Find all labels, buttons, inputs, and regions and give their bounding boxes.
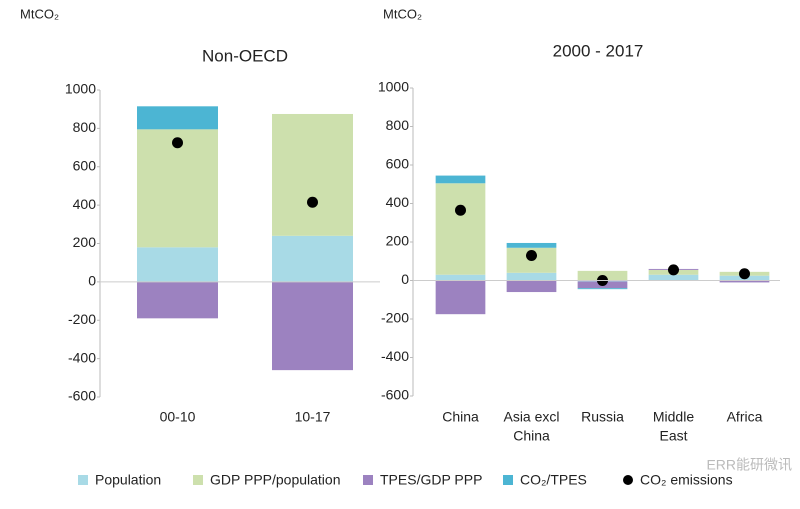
- y-tick-label: 800: [73, 119, 97, 135]
- x-tick-label: China: [513, 428, 550, 444]
- y-tick-label: -600: [68, 388, 96, 404]
- bar-segment: [435, 183, 486, 275]
- y-tick-label: 0: [401, 271, 409, 287]
- bar-segment: [272, 113, 353, 236]
- bar-segment: [506, 242, 557, 248]
- x-tick-label: China: [442, 409, 479, 425]
- emission-dot: [526, 249, 537, 261]
- y-tick-label: 600: [386, 156, 410, 172]
- y-tick-label: 1000: [378, 79, 409, 95]
- x-tick-label: 00-10: [160, 409, 196, 425]
- legend-label: GDP PPP/population: [210, 472, 341, 488]
- legend-label: Population: [95, 472, 161, 488]
- legend-marker: [363, 475, 373, 485]
- legend-label: CO₂ emissions: [640, 472, 733, 488]
- x-tick-label: Africa: [727, 409, 763, 425]
- x-tick-label: 10-17: [295, 409, 331, 425]
- x-tick-label: Middle: [653, 409, 694, 425]
- emission-dot: [739, 268, 750, 280]
- legend-marker: [193, 475, 203, 485]
- bar-segment: [435, 175, 486, 184]
- x-tick-label: East: [659, 428, 687, 444]
- bar-segment: [272, 281, 353, 371]
- bar-segment: [137, 106, 218, 130]
- bar-segment: [506, 280, 557, 293]
- y-tick-label: 400: [386, 194, 410, 210]
- bar-segment: [137, 247, 218, 282]
- watermark: ERR能研微讯: [706, 457, 792, 473]
- panel-title: Non-OECD: [202, 46, 288, 65]
- y-tick-label: -400: [68, 349, 96, 365]
- y-axis-label: MtCO₂: [383, 6, 422, 21]
- bar-segment: [577, 288, 628, 290]
- legend-label: TPES/GDP PPP: [380, 472, 482, 488]
- legend-label: CO₂/TPES: [520, 472, 587, 488]
- y-tick-label: 200: [386, 233, 410, 249]
- y-tick-label: -600: [381, 387, 409, 403]
- y-tick-label: 0: [88, 273, 96, 289]
- y-tick-label: 1000: [65, 81, 96, 97]
- emission-dot: [307, 196, 318, 208]
- y-tick-label: -400: [381, 348, 409, 364]
- emission-dot: [172, 137, 183, 149]
- y-tick-label: -200: [68, 311, 96, 327]
- bar-segment: [506, 272, 557, 281]
- panel-title: 2000 - 2017: [553, 41, 644, 60]
- y-tick-label: 600: [73, 157, 97, 173]
- emission-dot: [455, 204, 466, 216]
- legend-marker: [503, 475, 513, 485]
- bar-segment: [272, 235, 353, 282]
- x-tick-label: Asia excl: [503, 409, 559, 425]
- y-tick-label: 400: [73, 196, 97, 212]
- bar-segment: [648, 274, 699, 281]
- bar-segment: [435, 274, 486, 281]
- bar-segment: [137, 129, 218, 248]
- legend-marker: [78, 475, 88, 485]
- y-tick-label: -200: [381, 310, 409, 326]
- y-tick-label: 200: [73, 234, 97, 250]
- emission-dot: [668, 264, 679, 276]
- x-tick-label: Russia: [581, 409, 624, 425]
- bar-segment: [435, 280, 486, 315]
- bar-segment: [137, 281, 218, 319]
- bar-segment: [719, 280, 770, 283]
- y-axis-label: MtCO₂: [20, 6, 59, 21]
- y-tick-label: 800: [386, 117, 410, 133]
- legend-marker: [623, 475, 633, 485]
